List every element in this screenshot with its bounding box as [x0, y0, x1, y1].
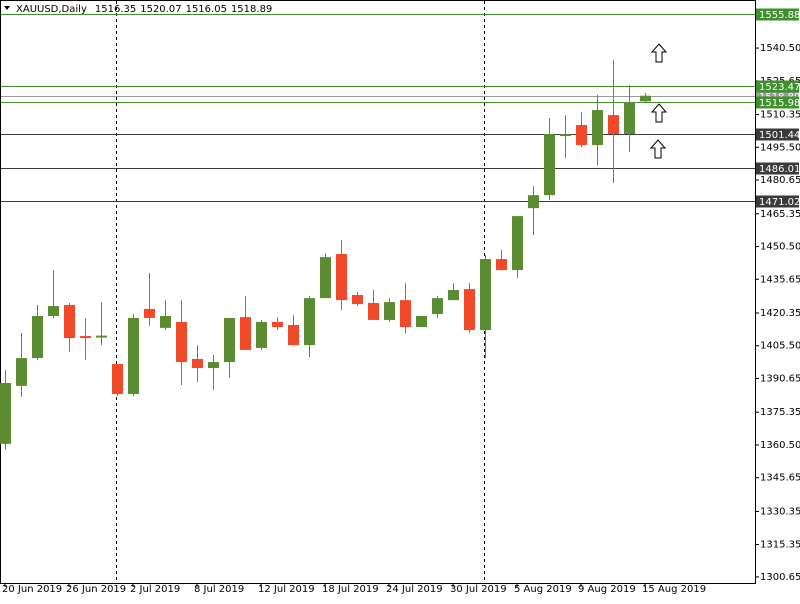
level-label: 1515.98: [759, 98, 800, 109]
candle-body: [32, 315, 43, 359]
candle-body: [352, 295, 363, 305]
candle-body: [640, 95, 651, 102]
candle-body: [560, 134, 571, 137]
y-tick-label: 1345.65: [760, 473, 800, 484]
candle-body: [432, 298, 443, 314]
up-arrow: [650, 103, 668, 123]
candle-body: [48, 306, 59, 316]
candle-body: [368, 302, 379, 320]
y-tick-label: 1450.50: [760, 242, 800, 253]
y-tick-label: 1480.65: [760, 175, 800, 186]
plot-frame: [0, 0, 756, 584]
candle-body: [144, 308, 155, 318]
y-tick-label: 1330.35: [760, 506, 800, 517]
header-open: 1516.35: [95, 4, 136, 15]
candle-body: [192, 358, 203, 369]
candle-body: [608, 115, 619, 135]
x-tick-label: 20 Jun 2019: [2, 584, 62, 595]
level-label-box: [756, 96, 799, 109]
level-label-box: [756, 8, 799, 21]
candle-body: [240, 317, 251, 350]
candle-body: [496, 259, 507, 271]
y-tick-label: 1390.65: [760, 373, 800, 384]
candle-body: [224, 317, 235, 363]
candle-body: [336, 254, 347, 301]
y-tick-label: 1420.35: [760, 308, 800, 319]
level-label: 1555.88: [759, 10, 800, 21]
level-label: 1501.44: [759, 130, 800, 141]
y-tick-label: 1435.65: [760, 274, 800, 285]
candle-body: [528, 195, 539, 209]
x-tick-label: 18 Jul 2019: [322, 584, 379, 595]
level-label: 1471.02: [759, 197, 800, 208]
candle-body: [384, 302, 395, 320]
candle-body: [400, 300, 411, 328]
chart-header: XAUUSD,Daily 1516.35 1520.07 1516.05 1518.89: [16, 4, 272, 15]
y-tick-label: 1315.35: [760, 540, 800, 551]
candle-body: [592, 110, 603, 146]
candle-body: [272, 321, 283, 328]
x-tick-label: 2 Jul 2019: [130, 584, 180, 595]
x-tick-label: 24 Jul 2019: [386, 584, 443, 595]
candle-body: [512, 216, 523, 271]
up-arrow: [649, 139, 667, 159]
candle-body: [16, 358, 27, 386]
level-label-box: [756, 80, 799, 93]
y-tick-label: 1495.50: [760, 142, 800, 153]
candle-body: [288, 325, 299, 346]
level-label-box: [756, 195, 799, 208]
header-low: 1516.05: [186, 4, 227, 15]
x-tick-label: 30 Jul 2019: [450, 584, 507, 595]
candle-body: [464, 289, 475, 331]
y-tick-label: 1510.35: [760, 110, 800, 121]
header-high: 1520.07: [140, 4, 181, 15]
candle-body: [112, 364, 123, 395]
level-label: 1523.47: [759, 82, 800, 93]
level-label-box: [756, 128, 799, 141]
candle-body: [0, 383, 11, 444]
x-tick-label: 8 Jul 2019: [194, 584, 244, 595]
candle-body: [208, 362, 219, 369]
candle-body: [256, 321, 267, 348]
candle-body: [416, 315, 427, 328]
x-tick-label: 12 Jul 2019: [258, 584, 315, 595]
y-tick-label: 1405.50: [760, 341, 800, 352]
menu-triangle[interactable]: [4, 6, 10, 10]
arrow-group: [649, 43, 668, 159]
candle-body: [576, 125, 587, 146]
symbol-title: XAUUSD,Daily: [16, 4, 87, 15]
candle-body: [304, 298, 315, 346]
x-tick-label: 9 Aug 2019: [578, 584, 636, 595]
candle-body: [480, 259, 491, 331]
candle-body: [64, 304, 75, 339]
candle-body: [96, 335, 107, 338]
x-tick-label: 26 Jun 2019: [66, 584, 126, 595]
level-label-box: [756, 162, 799, 175]
y-tick-label: 1360.50: [760, 440, 800, 451]
header-close: 1518.89: [231, 4, 272, 15]
y-tick-label: 1465.35: [760, 209, 800, 220]
candle-body: [544, 134, 555, 196]
x-tick-label: 5 Aug 2019: [514, 584, 572, 595]
x-tick-label: 15 Aug 2019: [642, 584, 706, 595]
candle-body: [624, 102, 635, 135]
candle-body: [160, 315, 171, 328]
candle-body: [80, 336, 91, 339]
up-arrow: [650, 43, 668, 63]
candle-body: [320, 257, 331, 299]
candle-body: [448, 289, 459, 301]
candle-body: [176, 321, 187, 363]
level-label: 1486.01: [759, 164, 800, 175]
candle-body: [128, 317, 139, 395]
y-tick-label: 1540.50: [760, 43, 800, 54]
y-tick-label: 1300.65: [760, 572, 800, 583]
y-tick-label: 1375.35: [760, 407, 800, 418]
